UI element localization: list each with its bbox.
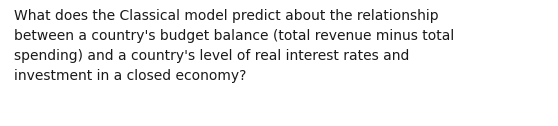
Text: What does the Classical model predict about the relationship
between a country's: What does the Classical model predict ab…	[14, 9, 454, 83]
